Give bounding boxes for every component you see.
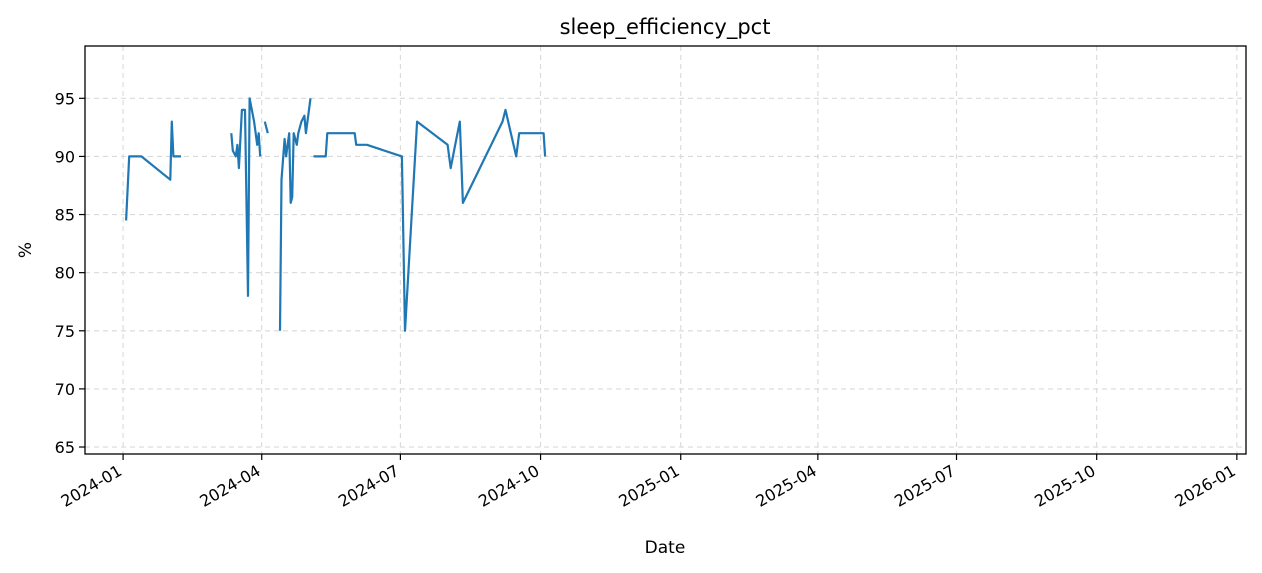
plot-series xyxy=(125,97,547,332)
y-axis-label: % xyxy=(16,242,36,258)
series-line-segment xyxy=(278,98,312,331)
y-tick-label: 70 xyxy=(55,380,75,399)
y-tick-label: 90 xyxy=(55,147,75,166)
grid xyxy=(85,46,1246,454)
plot-frame xyxy=(84,45,1247,455)
series-line-segment xyxy=(125,120,181,221)
x-axis-label: Date xyxy=(645,538,686,558)
y-tick-label: 95 xyxy=(55,89,75,108)
series-line-segment xyxy=(230,97,262,297)
y-axis: 65 70 75 80 85 90 95 xyxy=(55,89,85,457)
series-line-segment xyxy=(263,121,269,134)
y-tick-label: 65 xyxy=(55,438,75,457)
y-tick-label: 85 xyxy=(55,206,75,225)
y-tick-label: 75 xyxy=(55,322,75,341)
chart-title: sleep_efficiency_pct xyxy=(560,15,771,40)
y-tick-label: 80 xyxy=(55,264,75,283)
series-line-segment xyxy=(313,108,547,332)
